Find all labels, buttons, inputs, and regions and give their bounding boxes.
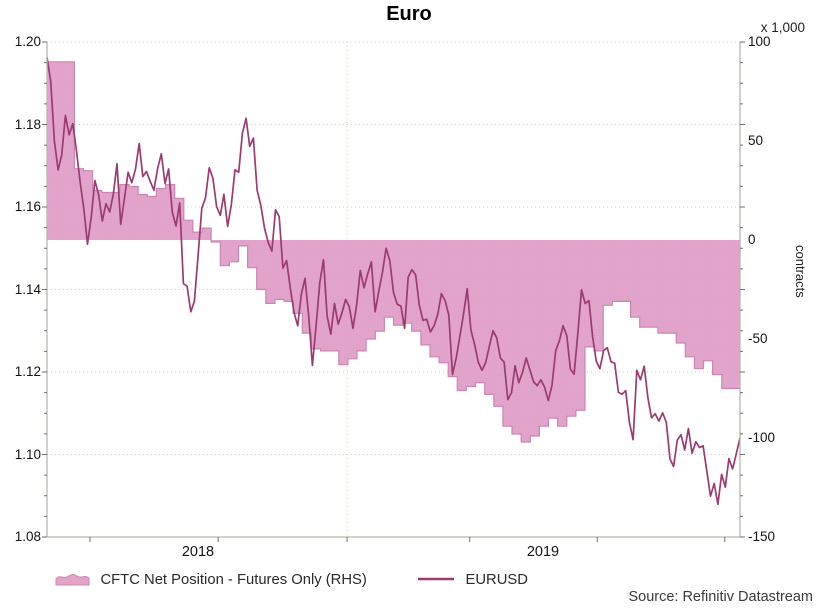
right-axis-tick-label: -100 [748,430,776,445]
right-axis-unit-label: x 1,000 [760,20,805,35]
left-axis-tick-label: 1.12 [14,364,41,379]
legend-line-label: EURUSD [465,572,528,588]
right-axis-contracts-label: contracts [793,245,808,298]
x-axis-year-label-2018: 2018 [181,544,215,560]
chart-title: Euro [386,3,432,25]
right-axis-tick-label: -150 [748,529,776,544]
left-axis-tick-label: 1.20 [14,34,41,49]
right-axis-tick-label: 0 [748,232,756,247]
x-axis-year-label-2019: 2019 [526,544,560,560]
right-axis-tick-label: -50 [748,331,768,346]
line-swatch-icon [418,577,454,581]
legend-area-item: CFTC Net Position - Futures Only (RHS) [55,570,367,589]
left-axis-tick-label: 1.10 [14,446,41,462]
left-axis-tick-label: 1.08 [14,529,41,544]
right-axis-tick-label: 100 [748,34,771,49]
right-axis-tick-label: 50 [748,133,764,148]
left-axis-tick-label: 1.14 [14,281,41,297]
source-attribution: Source: Refinitiv Datastream [628,589,813,605]
legend-area-label: CFTC Net Position - Futures Only (RHS) [100,572,367,588]
left-axis-tick-label: 1.18 [14,116,41,132]
area-swatch-icon [55,573,90,586]
legend-line-item: EURUSD [417,570,528,589]
left-axis-tick-label: 1.16 [14,199,41,214]
